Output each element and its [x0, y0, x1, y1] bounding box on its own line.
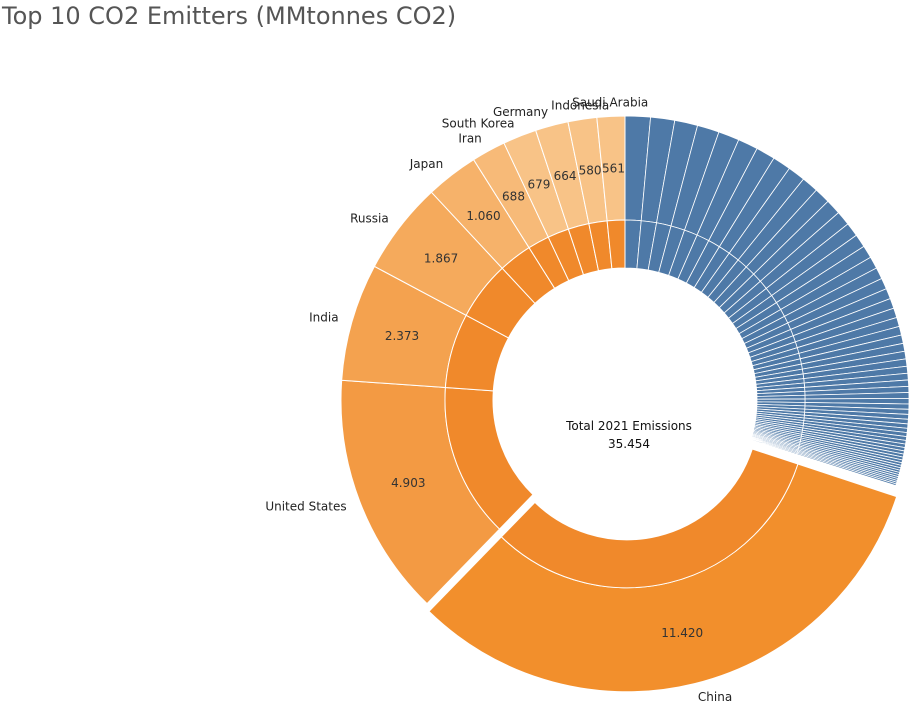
country-label-india: India: [309, 311, 338, 325]
value-label-indonesia: 580: [579, 164, 602, 178]
value-label-germany: 664: [554, 169, 577, 183]
value-label-china: 11.420: [661, 626, 703, 640]
value-label-saudi-arabia: 561: [602, 161, 625, 175]
value-label-japan: 1.060: [466, 209, 500, 223]
country-label-indonesia: Indonesia: [551, 98, 609, 112]
country-label-russia: Russia: [350, 211, 389, 225]
other-emitters-group: [624, 115, 910, 487]
inner-slice-other-60: [750, 438, 798, 455]
center-label: Total 2021 Emissions: [565, 419, 692, 433]
inner-slice-china: [500, 448, 799, 589]
center-value: 35.454: [608, 437, 650, 451]
inner-slice-saudi-arabia: [606, 219, 626, 270]
value-label-russia: 1.867: [424, 252, 458, 266]
outer-ring-group: [340, 115, 898, 693]
country-label-united-states: United States: [265, 499, 346, 513]
value-label-iran: 688: [502, 190, 525, 204]
country-label-saudi-arabia: Saudi Arabia: [572, 95, 648, 109]
country-label-south-korea: South Korea: [442, 116, 515, 130]
value-label-india: 2.373: [385, 329, 419, 343]
country-label-iran: Iran: [458, 132, 481, 146]
chart-title: Top 10 CO2 Emitters (MMtonnes CO2): [2, 2, 457, 30]
country-labels-group: China United States India Russia Japan Iran So…: [265, 95, 732, 704]
country-label-china: China: [698, 690, 732, 704]
country-label-germany: Germany: [493, 105, 548, 119]
value-label-south-korea: 679: [527, 178, 550, 192]
inner-ring-group: [444, 219, 799, 589]
country-label-japan: Japan: [409, 157, 443, 171]
value-label-united-states: 4.903: [391, 476, 425, 490]
